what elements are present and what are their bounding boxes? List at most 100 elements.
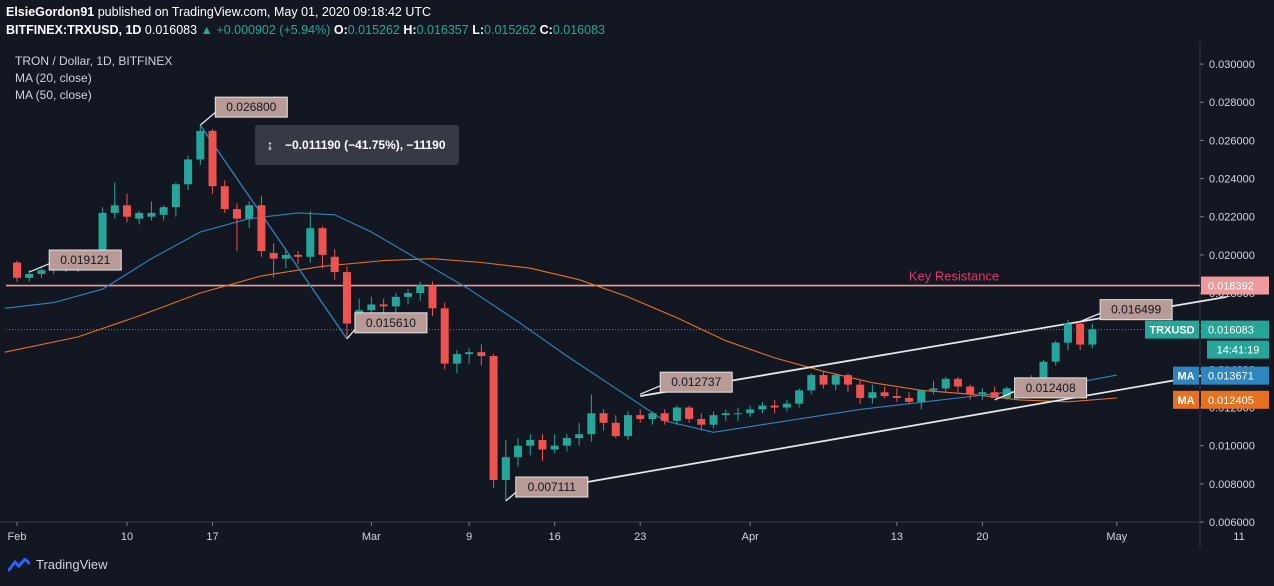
candle-down <box>379 304 388 307</box>
candle-up <box>526 439 535 446</box>
candle-down <box>966 386 975 395</box>
candle-down <box>819 375 828 385</box>
publisher[interactable]: ElsieGordon91 <box>6 5 95 19</box>
candle-up <box>807 375 816 391</box>
candle-up <box>978 392 987 395</box>
measure-icon: ↨ <box>267 138 273 152</box>
price-tag-value: 0.013671 <box>1208 371 1254 383</box>
candle-down <box>636 415 645 419</box>
y-tick-label: 0.022000 <box>1209 212 1255 224</box>
candle-up <box>1063 323 1072 343</box>
candle-up <box>367 304 376 311</box>
candle-up <box>465 352 474 355</box>
candle-up <box>562 438 571 446</box>
callout-label: 0.015610 <box>366 316 416 330</box>
measure-text: −0.011190 (−41.75%), −11190 <box>285 138 446 152</box>
candle-up <box>550 445 559 450</box>
publish-line: ElsieGordon91 published on TradingView.c… <box>6 5 431 19</box>
x-tick-label: 11 <box>1233 531 1244 543</box>
c-label: C: <box>539 23 553 37</box>
candle-up <box>575 434 584 439</box>
x-tick-label: 16 <box>549 531 561 543</box>
candle-up <box>1088 329 1097 345</box>
y-tick-label: 0.020000 <box>1209 250 1255 262</box>
candle-up <box>110 205 119 213</box>
candle-up <box>795 390 804 404</box>
legend-title: TRON / Dollar, 1D, BITFINEX <box>15 54 173 68</box>
candle-up <box>37 270 46 274</box>
price-tag-label: MA <box>1177 395 1194 407</box>
candle-up <box>709 415 718 425</box>
candle-down <box>697 418 706 425</box>
callout-label: 0.016499 <box>1111 303 1161 317</box>
price-tag-box <box>1201 390 1269 409</box>
channel-lower-line <box>554 370 1227 489</box>
candle-up <box>648 413 657 419</box>
candle-down <box>440 308 449 364</box>
y-tick-label: 0.010000 <box>1209 441 1255 453</box>
x-tick-label: Feb <box>8 531 27 543</box>
callout-label: 0.007111 <box>528 480 577 494</box>
change: ▲ +0.000902 (+5.94%) <box>200 23 331 37</box>
x-tick-label: 20 <box>976 531 988 543</box>
candle-up <box>281 254 290 259</box>
callout-box <box>515 476 589 498</box>
symbol-line: BITFINEX:TRXUSD, 1D <box>6 23 142 37</box>
x-tick-label: 9 <box>466 531 472 543</box>
countdown-box <box>1207 340 1269 359</box>
h-label: H: <box>403 23 417 37</box>
candle-down <box>892 396 901 398</box>
last-price: 0.016083 <box>144 23 198 37</box>
candle-up <box>416 285 425 294</box>
x-tick-label: 10 <box>121 531 133 543</box>
callout-label: 0.026800 <box>226 100 276 114</box>
candle-up <box>1051 342 1060 362</box>
x-tick-label: Apr <box>742 531 759 543</box>
x-tick-label: May <box>1106 531 1127 543</box>
candle-up <box>1039 361 1048 379</box>
x-tick-label: 23 <box>634 531 646 543</box>
candle-down <box>770 405 779 408</box>
callout-box <box>214 96 288 118</box>
candle-up <box>831 375 840 385</box>
x-tick-label: 17 <box>206 531 218 543</box>
y-tick-label: 0.030000 <box>1209 59 1255 71</box>
candle-down <box>318 228 327 255</box>
candle-up <box>159 207 168 215</box>
candle-up <box>404 293 413 297</box>
candle-up <box>941 378 950 389</box>
y-tick-label: 0.028000 <box>1209 97 1255 109</box>
o-label: O: <box>333 23 348 37</box>
candle-down <box>342 272 351 324</box>
candle-up <box>868 392 877 398</box>
candle-up <box>98 212 107 255</box>
candle-up <box>245 205 254 219</box>
callout-box <box>48 249 122 271</box>
candle-up <box>929 388 938 391</box>
legend-ma20[interactable]: MA (20, close) <box>15 71 92 85</box>
price-tag-label-box <box>1173 366 1199 385</box>
footer-brand[interactable]: TradingView <box>8 557 108 572</box>
measure-line <box>199 124 348 340</box>
high-value: 0.016357 <box>416 23 469 37</box>
ohlc-line: BITFINEX:TRXUSD, 1D 0.016083 ▲ +0.000902… <box>6 23 605 37</box>
candle-up <box>746 409 755 414</box>
ma20-line <box>4 212 1117 433</box>
callout-box <box>354 312 428 334</box>
candle-down <box>856 384 865 398</box>
candle-up <box>917 390 926 402</box>
candle-down <box>477 352 486 357</box>
legend-ma50[interactable]: MA (50, close) <box>15 88 92 102</box>
candle-down <box>953 378 962 387</box>
candle-up <box>196 130 205 160</box>
key-resistance-label: Key Resistance <box>909 269 999 284</box>
candle-down <box>489 356 498 481</box>
callout-label: 0.012408 <box>1026 381 1076 395</box>
candle-down <box>208 130 217 187</box>
measure-tooltip: ↨ −0.011190 (−41.75%), −11190 <box>255 125 459 165</box>
candle-up <box>171 184 180 208</box>
candle-up <box>147 212 156 217</box>
y-tick-label: 0.024000 <box>1209 174 1255 186</box>
candle-up <box>501 457 510 481</box>
